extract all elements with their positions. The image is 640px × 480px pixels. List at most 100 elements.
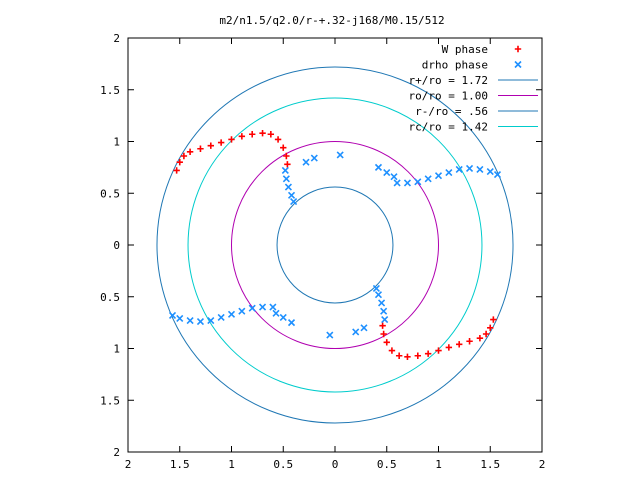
drho-phase-point (272, 309, 280, 317)
drho-phase-point (403, 179, 412, 187)
x-tick-label: 1.5 (170, 458, 190, 471)
drho-phase-point (287, 319, 296, 327)
legend-label: ro/ro = 1.00 (409, 90, 488, 103)
w-phase-point (217, 139, 225, 146)
drho-phase-point (390, 173, 398, 181)
y-tick-label: 1.5 (100, 394, 120, 407)
drho-phase-point (196, 318, 205, 326)
legend-label: W phase (442, 43, 488, 56)
drho-phase-point (302, 158, 310, 166)
drho-phase-point (176, 314, 184, 323)
x-tick-label: 2 (539, 458, 546, 471)
drho-phase-point (238, 307, 246, 315)
w-phase-point (249, 131, 256, 138)
legend-label: r+/ro = 1.72 (409, 74, 488, 87)
drho-phase-point (493, 171, 502, 179)
w-phase-point (445, 344, 453, 351)
w-phase-point (404, 353, 411, 360)
y-tick-label: 2 (113, 446, 120, 459)
drho-phase-point (352, 328, 360, 336)
drho-phase-point (279, 313, 287, 322)
w-phase-point (383, 339, 390, 346)
drho-phase-point (374, 291, 383, 299)
drho-phase-point (378, 299, 386, 307)
drho-phase-point (269, 303, 277, 311)
drho-phase-point (486, 167, 494, 176)
drho-phase-point (248, 304, 256, 312)
drho-phase-point (186, 316, 194, 325)
w-phase-point (176, 159, 183, 166)
reference-circle (231, 141, 439, 349)
drho-phase-point (380, 307, 388, 315)
drho-phase-point (445, 168, 453, 177)
y-tick-label: 1 (113, 343, 120, 356)
drho-phase-point (287, 191, 296, 199)
w-phase-point (395, 352, 403, 359)
x-tick-label: 0.5 (273, 458, 293, 471)
w-phase-point (207, 142, 214, 149)
w-phase-point (197, 145, 204, 152)
drho-phase-point (455, 165, 463, 174)
x-tick-label: 1 (435, 458, 442, 471)
drho-phase-point (326, 331, 334, 339)
w-phase-point (414, 352, 421, 359)
legend-label: r-/ro = .56 (415, 105, 488, 118)
drho-phase-point (281, 166, 289, 175)
drho-phase-point (217, 313, 225, 322)
w-phase-point (259, 130, 266, 137)
drho-phase-point (381, 315, 389, 324)
w-phase-point (476, 334, 484, 342)
drho-phase-point (514, 60, 522, 69)
series-drho-phase (168, 151, 502, 339)
legend-label: drho phase (422, 59, 488, 72)
axis-ticks: 2 1.5 1 0.5 0 0.5 1 1.5 221.510.500.511.52 (100, 32, 545, 471)
drho-phase-point (284, 183, 292, 191)
x-tick-label: 1 (228, 458, 235, 471)
drho-phase-point (290, 197, 298, 206)
w-phase-point (435, 347, 442, 354)
drho-phase-point (465, 164, 474, 172)
drho-phase-point (168, 311, 177, 319)
drho-phase-point (282, 175, 290, 183)
drho-phase-point (258, 303, 267, 311)
drho-phase-point (424, 175, 432, 183)
drho-phase-point (227, 310, 236, 318)
legend-label: rc/ro = 1.42 (409, 121, 488, 134)
reference-circle (276, 186, 394, 304)
drho-phase-point (434, 172, 443, 180)
w-phase-point (283, 152, 290, 160)
w-phase-point (228, 136, 235, 143)
w-phase-point (180, 152, 188, 160)
w-phase-point (482, 330, 490, 338)
w-phase-point (267, 131, 275, 138)
y-tick-label: 0 (113, 239, 120, 252)
w-phase-point (487, 324, 494, 331)
reference-circles (156, 66, 514, 424)
w-phase-point (173, 167, 180, 174)
drho-phase-point (383, 168, 391, 177)
chart-title: m2/n1.5/q2.0/r-+.32-j168/M0.15/512 (219, 14, 444, 27)
y-tick-label: 1.5 (100, 84, 120, 97)
series-w-phase (173, 130, 497, 360)
legend: W phase drho phase r+/ro = 1.72 ro/ro = 1.0… (409, 43, 538, 134)
w-phase-point (466, 338, 473, 345)
reference-circle (156, 66, 514, 424)
w-phase-point (514, 45, 522, 53)
w-phase-point (490, 316, 497, 323)
w-phase-point (456, 341, 463, 348)
x-tick-label: 0.5 (377, 458, 397, 471)
drho-phase-point (476, 165, 484, 174)
w-phase-point (380, 330, 387, 338)
x-tick-label: 2 (125, 458, 132, 471)
y-tick-label: 0.5 (100, 291, 120, 304)
drho-phase-point (336, 151, 344, 159)
drho-phase-point (393, 179, 401, 187)
y-tick-label: 2 (113, 32, 120, 45)
drho-phase-point (374, 163, 383, 171)
w-phase-point (274, 136, 282, 143)
w-phase-point (284, 161, 291, 168)
w-phase-point (280, 144, 287, 151)
drho-phase-point (414, 178, 422, 186)
drho-phase-point (310, 154, 318, 162)
